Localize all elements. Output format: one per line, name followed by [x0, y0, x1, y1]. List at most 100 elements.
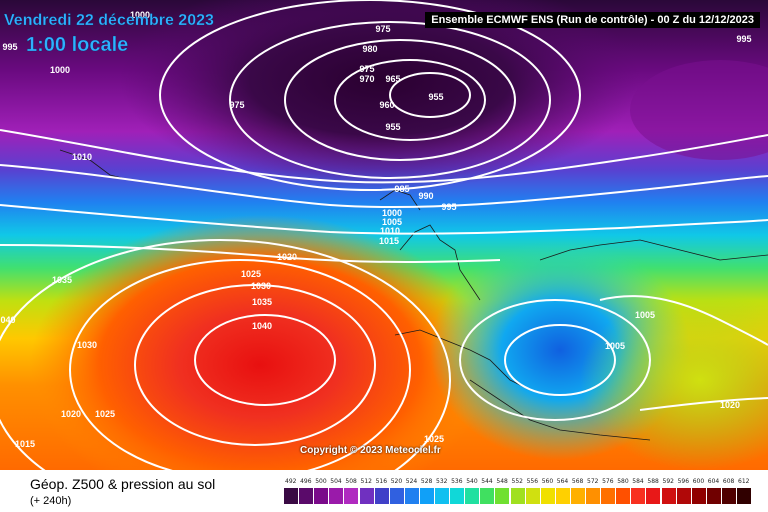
legend-swatch	[601, 488, 616, 504]
isobar-label: 1005	[605, 341, 625, 351]
legend-swatch	[646, 488, 661, 504]
legend-value: 604	[707, 478, 720, 485]
legend-swatch	[706, 488, 721, 504]
isobar-label: 995	[736, 34, 751, 44]
legend-value: 524	[405, 478, 418, 485]
isobar-label: 1025	[424, 434, 444, 444]
legend-value: 596	[677, 478, 690, 485]
isobar-label: 1000	[50, 65, 70, 75]
isobar-label: 1020	[277, 252, 297, 262]
legend-swatch	[510, 488, 525, 504]
legend-value: 536	[451, 478, 463, 485]
isobar-label: 1005	[635, 310, 655, 320]
legend-value: 572	[587, 478, 599, 485]
legend-value: 504	[330, 478, 342, 485]
legend-swatch	[676, 488, 691, 504]
legend-value: 584	[632, 478, 644, 485]
legend-swatch	[555, 488, 570, 504]
legend-value: 576	[602, 478, 614, 485]
isobar-label: 1020	[61, 409, 81, 419]
isobar-label: 975	[359, 64, 374, 74]
legend-value: 544	[481, 478, 493, 485]
legend-value: 508	[345, 478, 357, 485]
legend-value: 556	[526, 478, 539, 485]
legend-swatch	[299, 488, 314, 504]
isobar-label: 1010	[380, 226, 400, 236]
legend-swatch	[540, 488, 555, 504]
legend-swatch	[404, 488, 419, 504]
legend-value: 500	[315, 478, 327, 485]
legend-value: 588	[647, 478, 659, 485]
legend-swatch	[450, 488, 465, 504]
legend-swatch	[691, 488, 706, 504]
isobar-label: 980	[362, 44, 377, 54]
isobar-label: 1040	[252, 321, 272, 331]
legend-swatch	[374, 488, 389, 504]
legend-value: 608	[722, 478, 735, 485]
valid-time: 1:00 locale	[26, 34, 129, 56]
isobar-label: 1005	[382, 217, 402, 227]
legend-swatch	[329, 488, 344, 504]
legend-swatch	[389, 488, 404, 504]
isobar-label: 1025	[241, 269, 261, 279]
legend-swatch	[631, 488, 646, 504]
legend-swatch	[419, 488, 434, 504]
legend-swatch	[344, 488, 359, 504]
color-scale-legend: 492 496 500 504 508 512 516 520 524 528 532 536 540 5…	[284, 474, 754, 508]
legend-value: 492	[285, 478, 297, 485]
legend-swatch	[435, 488, 450, 504]
isobar-label: 1000	[130, 10, 150, 20]
legend-value: 512	[360, 478, 372, 485]
valid-date: Vendredi 22 décembre 2023	[4, 12, 214, 29]
isobar-label: 955	[428, 92, 443, 102]
forecast-lead-time: (+ 240h)	[30, 495, 72, 507]
isobar-label: 040	[0, 315, 15, 325]
legend-value: 528	[420, 478, 433, 485]
isobar-label: 960	[379, 100, 394, 110]
legend-value: 580	[617, 478, 629, 485]
legend-swatch	[737, 488, 752, 504]
isobar-label: 995	[2, 42, 17, 52]
legend-value: 600	[692, 478, 705, 485]
isobar-label: 1015	[15, 439, 35, 449]
legend-swatch	[465, 488, 480, 504]
legend-swatch	[721, 488, 736, 504]
isobar-label: 985	[394, 184, 409, 194]
isobar-label: 1000	[382, 208, 402, 218]
isobars	[0, 0, 768, 470]
legend-value: 516	[375, 478, 388, 485]
legend-value: 552	[511, 478, 523, 485]
legend-swatch	[314, 488, 329, 504]
legend-swatch	[284, 488, 299, 504]
isobar-label: 1030	[77, 340, 97, 350]
isobar-label: 1010	[72, 152, 92, 162]
coastlines	[59, 149, 768, 441]
isobar-label: 1030	[251, 281, 271, 291]
isobar-label: 975	[229, 100, 244, 110]
isobar-label: 1035	[52, 275, 72, 285]
model-run-banner: Ensemble ECMWF ENS (Run de contrôle) - 0…	[425, 12, 760, 28]
legend-value: 532	[436, 478, 448, 485]
legend-value: 592	[662, 478, 674, 485]
legend-value: 560	[541, 478, 554, 485]
legend-swatch	[525, 488, 540, 504]
isobar-label: 995	[441, 202, 456, 212]
isobar-label: 1035	[252, 297, 272, 307]
legend-swatch	[616, 488, 631, 504]
isobar-label: 1015	[379, 236, 399, 246]
legend-swatch	[359, 488, 374, 504]
isobar-label: 965	[385, 74, 400, 84]
legend-value: 496	[300, 478, 312, 485]
legend-swatch	[661, 488, 676, 504]
legend-value: 564	[556, 478, 569, 485]
legend-swatch	[480, 488, 495, 504]
legend-value: 548	[496, 478, 508, 485]
legend-value: 612	[738, 478, 750, 485]
legend-swatch	[495, 488, 510, 504]
parameter-title: Géop. Z500 & pression au sol	[30, 476, 216, 492]
isobar-label: 955	[385, 122, 400, 132]
legend-swatch	[570, 488, 585, 504]
